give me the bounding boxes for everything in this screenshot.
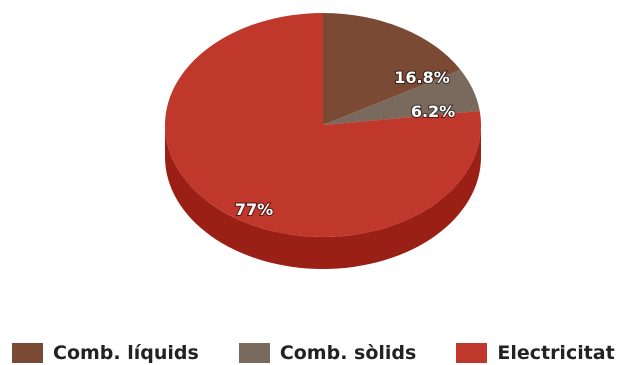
pie-side-electricitat <box>165 125 481 269</box>
pie-label-electricitat: 77% <box>235 200 273 219</box>
pie-slices <box>164 13 482 238</box>
legend-item-comb-liquids[interactable]: Comb. líquids <box>12 342 199 364</box>
legend-label-comb-solids: Comb. sòlids <box>279 342 417 364</box>
pie-depth <box>165 125 481 269</box>
legend-item-electricitat[interactable]: Electricitat <box>456 342 615 364</box>
pie-chart: 16.8% 6.2% 77% <box>164 13 482 269</box>
pie-label-comb-liquids: 16.8% <box>394 68 450 87</box>
pie-slice-comb-solids[interactable] <box>323 69 480 125</box>
pie-labels: 16.8% 6.2% 77% <box>234 67 456 220</box>
pie-slice-comb-liquids[interactable] <box>323 13 461 125</box>
pie-label-comb-solids: 6.2% <box>411 102 455 121</box>
legend-swatch-comb-liquids <box>12 343 43 363</box>
legend-label-comb-liquids: Comb. líquids <box>53 342 199 364</box>
pie-slice-electricitat[interactable] <box>164 13 482 238</box>
legend: Comb. líquids Comb. sòlids Electricitat <box>12 342 615 364</box>
legend-item-comb-solids[interactable]: Comb. sòlids <box>238 342 417 364</box>
legend-label-electricitat: Electricitat <box>497 342 615 364</box>
legend-swatch-electricitat <box>456 343 488 363</box>
legend-swatch-comb-solids <box>238 343 270 363</box>
